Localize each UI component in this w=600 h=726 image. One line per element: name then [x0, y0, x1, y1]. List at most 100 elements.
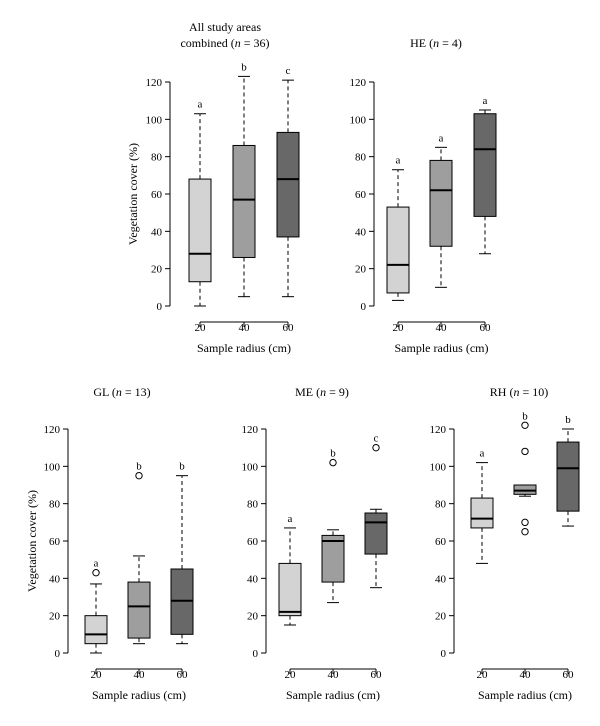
x-tick-label: 60 — [177, 669, 189, 681]
outlier-point — [521, 421, 529, 429]
significance-letter: a — [288, 513, 293, 525]
panel-gl: GL (n = 13) 0 20 40 60 80 100 120 20 40 60 Sample r… — [25, 385, 194, 702]
outlier-point — [521, 527, 529, 536]
x-tick-label: 60 — [283, 322, 295, 334]
outlier-point — [92, 569, 100, 577]
box-iqr — [556, 441, 580, 512]
x-axis-label: Sample radius (cm) — [478, 688, 572, 702]
box-iqr — [473, 113, 497, 217]
significance-letter: a — [480, 448, 485, 460]
significance-letter: a — [483, 95, 488, 107]
box-iqr — [364, 512, 388, 555]
x-tick-label: 20 — [285, 669, 297, 681]
y-tick-label: 120 — [146, 77, 163, 89]
y-tick-label: 20 — [355, 264, 367, 276]
y-tick-label: 100 — [242, 461, 259, 473]
significance-letter: a — [198, 99, 203, 111]
y-tick-label: 120 — [350, 77, 367, 89]
y-tick-label: 20 — [435, 611, 447, 623]
box-iqr — [470, 497, 494, 529]
x-axis-label: Sample radius (cm) — [92, 688, 186, 702]
panel-title: RH (n = 10) — [490, 385, 548, 399]
y-tick-label: 40 — [247, 573, 259, 585]
significance-letter: c — [286, 65, 291, 77]
x-tick-label: 40 — [239, 322, 251, 334]
x-tick-label: 60 — [563, 669, 575, 681]
box-iqr — [276, 131, 300, 238]
y-tick-label: 40 — [435, 573, 447, 585]
y-tick-label: 120 — [430, 424, 447, 436]
y-tick-label: 60 — [355, 189, 367, 201]
panel-he: HE (n = 4) 0 20 40 60 80 100 120 20 40 60 Sample ra… — [350, 36, 497, 355]
y-tick-label: 60 — [49, 536, 61, 548]
x-axis-label: Sample radius (cm) — [395, 341, 489, 355]
y-tick-label: 20 — [247, 611, 259, 623]
y-tick-label: 20 — [151, 264, 163, 276]
box-iqr — [127, 581, 151, 639]
y-tick-label: 100 — [44, 461, 61, 473]
y-tick-label: 40 — [355, 226, 367, 238]
y-tick-label: 0 — [441, 648, 447, 660]
significance-letter: b — [522, 410, 528, 422]
significance-letter: c — [374, 433, 379, 445]
panel-title: combined (n = 36) — [180, 36, 269, 50]
y-tick-label: 120 — [242, 424, 259, 436]
box-iqr — [321, 534, 345, 583]
y-tick-label: 100 — [146, 114, 163, 126]
y-tick-label: 60 — [247, 536, 259, 548]
y-axis-label: Vegetation cover (%) — [25, 490, 39, 592]
y-tick-label: 0 — [361, 301, 367, 313]
y-tick-label: 60 — [435, 536, 447, 548]
significance-letter: b — [330, 448, 336, 460]
x-tick-label: 40 — [520, 669, 532, 681]
panel-rh: RH (n = 10) 0 20 40 60 80 100 120 20 40 60 Sample r… — [430, 385, 580, 702]
x-axis-label: Sample radius (cm) — [197, 341, 291, 355]
x-tick-label: 40 — [328, 669, 340, 681]
y-tick-label: 40 — [49, 573, 61, 585]
outlier-point — [135, 471, 143, 480]
significance-letter: b — [136, 461, 142, 473]
significance-letter: b — [241, 61, 247, 73]
box-iqr — [429, 159, 453, 247]
y-tick-label: 0 — [253, 648, 259, 660]
panel-title: All study areas — [189, 20, 261, 34]
panel-title: GL (n = 13) — [93, 385, 150, 399]
x-tick-label: 20 — [477, 669, 489, 681]
outlier-point — [372, 443, 380, 452]
panel-all-study-areas: All study areas combined (n = 36) 0 20 40 60 8… — [126, 20, 300, 355]
x-tick-label: 60 — [371, 669, 383, 681]
box-iqr — [386, 206, 410, 294]
y-tick-label: 80 — [247, 499, 259, 511]
significance-letter: b — [565, 414, 571, 426]
panel-me: ME (n = 9) 0 20 40 60 80 100 120 20 40 60 Sample ra… — [242, 385, 388, 702]
y-tick-label: 60 — [151, 189, 163, 201]
significance-letter: a — [94, 558, 99, 570]
y-tick-label: 0 — [157, 301, 163, 313]
box-iqr — [232, 144, 256, 258]
significance-letter: a — [396, 155, 401, 167]
y-tick-label: 80 — [151, 152, 163, 164]
y-tick-label: 0 — [55, 648, 61, 660]
panel-title: HE (n = 4) — [410, 36, 462, 50]
x-tick-label: 40 — [134, 669, 146, 681]
x-tick-label: 60 — [480, 322, 492, 334]
y-tick-label: 40 — [151, 226, 163, 238]
box-iqr — [278, 562, 302, 617]
x-axis-label: Sample radius (cm) — [286, 688, 380, 702]
y-tick-label: 20 — [49, 611, 61, 623]
outlier-point — [329, 458, 337, 467]
box-iqr — [188, 178, 212, 283]
panel-title: ME (n = 9) — [295, 385, 349, 399]
y-axis-label: Vegetation cover (%) — [126, 143, 140, 245]
x-tick-label: 20 — [195, 322, 207, 334]
significance-letter: b — [179, 461, 185, 473]
box-iqr — [84, 615, 108, 645]
y-tick-label: 80 — [355, 152, 367, 164]
y-tick-label: 120 — [44, 424, 61, 436]
y-tick-label: 100 — [350, 114, 367, 126]
x-tick-label: 20 — [393, 322, 405, 334]
x-tick-label: 20 — [91, 669, 103, 681]
y-tick-label: 80 — [435, 499, 447, 511]
y-tick-label: 100 — [430, 461, 447, 473]
